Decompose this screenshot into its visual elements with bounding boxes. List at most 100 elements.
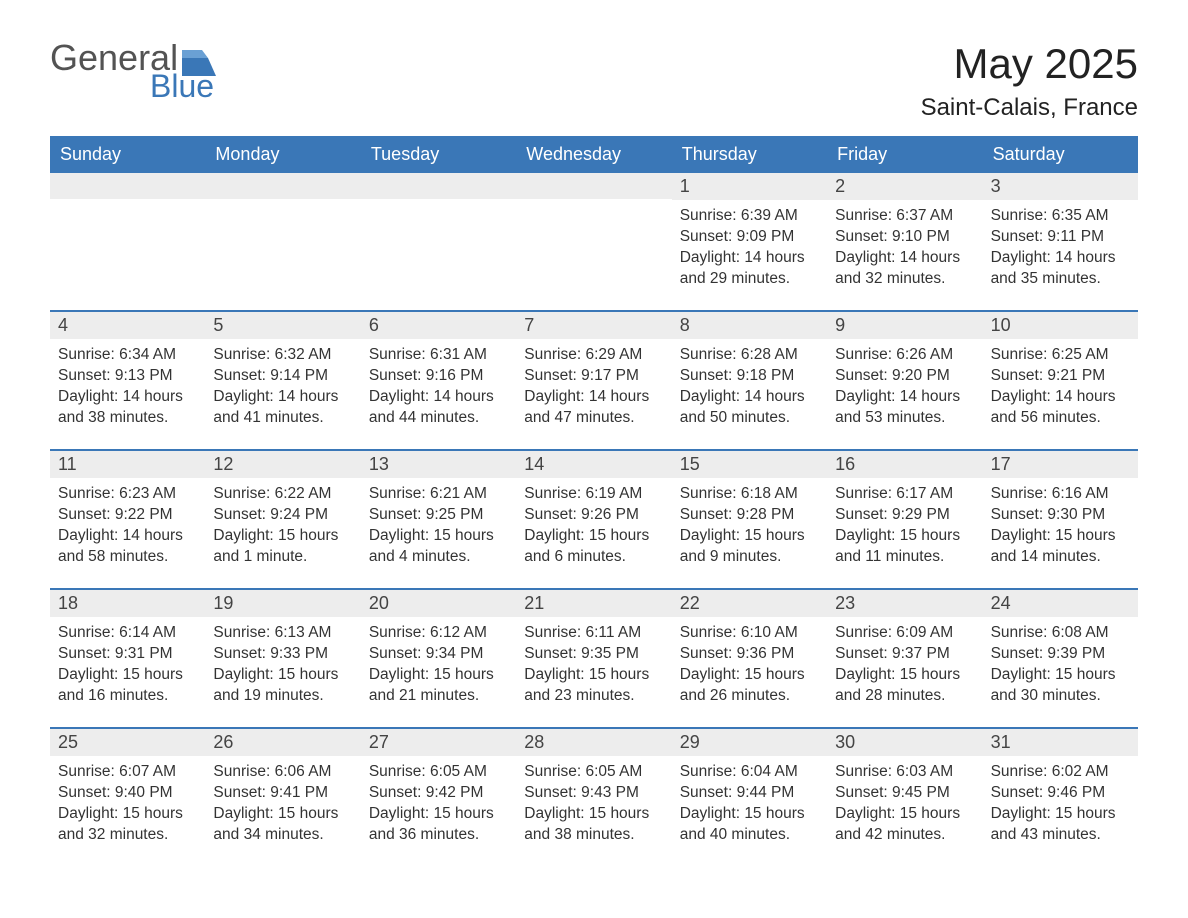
sunrise-line: Sunrise: 6:29 AM	[524, 345, 663, 366]
daylight-line-1: Daylight: 15 hours	[524, 804, 663, 825]
sunrise-line: Sunrise: 6:13 AM	[213, 623, 352, 644]
sunrise-line: Sunrise: 6:14 AM	[58, 623, 197, 644]
sunrise-line: Sunrise: 6:35 AM	[991, 206, 1130, 227]
day-number	[516, 173, 671, 199]
sunrise-line: Sunrise: 6:32 AM	[213, 345, 352, 366]
dayhead-tuesday: Tuesday	[361, 136, 516, 173]
daylight-line-1: Daylight: 15 hours	[369, 804, 508, 825]
day-number: 22	[672, 590, 827, 617]
sunset-line: Sunset: 9:21 PM	[991, 366, 1130, 387]
day-cell	[361, 173, 516, 296]
sunset-line: Sunset: 9:26 PM	[524, 505, 663, 526]
day-cell: 10Sunrise: 6:25 AMSunset: 9:21 PMDayligh…	[983, 312, 1138, 435]
day-number: 24	[983, 590, 1138, 617]
sunrise-line: Sunrise: 6:03 AM	[835, 762, 974, 783]
sunrise-line: Sunrise: 6:08 AM	[991, 623, 1130, 644]
day-body: Sunrise: 6:34 AMSunset: 9:13 PMDaylight:…	[50, 339, 205, 435]
daylight-line-2: and 23 minutes.	[524, 686, 663, 707]
daylight-line-2: and 28 minutes.	[835, 686, 974, 707]
day-number: 6	[361, 312, 516, 339]
sunset-line: Sunset: 9:34 PM	[369, 644, 508, 665]
day-number: 14	[516, 451, 671, 478]
daylight-line-2: and 11 minutes.	[835, 547, 974, 568]
day-body: Sunrise: 6:26 AMSunset: 9:20 PMDaylight:…	[827, 339, 982, 435]
dayhead-monday: Monday	[205, 136, 360, 173]
day-cell: 20Sunrise: 6:12 AMSunset: 9:34 PMDayligh…	[361, 590, 516, 713]
daylight-line-1: Daylight: 15 hours	[369, 665, 508, 686]
day-body: Sunrise: 6:09 AMSunset: 9:37 PMDaylight:…	[827, 617, 982, 713]
daylight-line-1: Daylight: 14 hours	[680, 387, 819, 408]
day-body	[205, 199, 360, 295]
day-body: Sunrise: 6:14 AMSunset: 9:31 PMDaylight:…	[50, 617, 205, 713]
sunset-line: Sunset: 9:20 PM	[835, 366, 974, 387]
day-cell: 13Sunrise: 6:21 AMSunset: 9:25 PMDayligh…	[361, 451, 516, 574]
weeks-container: 1Sunrise: 6:39 AMSunset: 9:09 PMDaylight…	[50, 173, 1138, 852]
day-cell: 22Sunrise: 6:10 AMSunset: 9:36 PMDayligh…	[672, 590, 827, 713]
day-number: 16	[827, 451, 982, 478]
sunset-line: Sunset: 9:43 PM	[524, 783, 663, 804]
day-body: Sunrise: 6:28 AMSunset: 9:18 PMDaylight:…	[672, 339, 827, 435]
day-number: 3	[983, 173, 1138, 200]
daylight-line-1: Daylight: 14 hours	[58, 387, 197, 408]
title-block: May 2025 Saint-Calais, France	[921, 40, 1138, 122]
sunrise-line: Sunrise: 6:22 AM	[213, 484, 352, 505]
sunrise-line: Sunrise: 6:23 AM	[58, 484, 197, 505]
day-cell: 12Sunrise: 6:22 AMSunset: 9:24 PMDayligh…	[205, 451, 360, 574]
daylight-line-2: and 16 minutes.	[58, 686, 197, 707]
day-number: 31	[983, 729, 1138, 756]
sunrise-line: Sunrise: 6:10 AM	[680, 623, 819, 644]
day-number: 23	[827, 590, 982, 617]
sunset-line: Sunset: 9:17 PM	[524, 366, 663, 387]
sunrise-line: Sunrise: 6:18 AM	[680, 484, 819, 505]
sunrise-line: Sunrise: 6:06 AM	[213, 762, 352, 783]
day-cell	[205, 173, 360, 296]
sunrise-line: Sunrise: 6:02 AM	[991, 762, 1130, 783]
sunset-line: Sunset: 9:36 PM	[680, 644, 819, 665]
sunrise-line: Sunrise: 6:09 AM	[835, 623, 974, 644]
week-row: 4Sunrise: 6:34 AMSunset: 9:13 PMDaylight…	[50, 310, 1138, 435]
daylight-line-1: Daylight: 14 hours	[58, 526, 197, 547]
sunset-line: Sunset: 9:14 PM	[213, 366, 352, 387]
dayhead-wednesday: Wednesday	[516, 136, 671, 173]
sunrise-line: Sunrise: 6:26 AM	[835, 345, 974, 366]
sunset-line: Sunset: 9:42 PM	[369, 783, 508, 804]
day-body: Sunrise: 6:18 AMSunset: 9:28 PMDaylight:…	[672, 478, 827, 574]
daylight-line-2: and 36 minutes.	[369, 825, 508, 846]
day-body	[361, 199, 516, 295]
day-number: 2	[827, 173, 982, 200]
day-number: 27	[361, 729, 516, 756]
sunset-line: Sunset: 9:39 PM	[991, 644, 1130, 665]
daylight-line-1: Daylight: 15 hours	[991, 665, 1130, 686]
day-cell: 3Sunrise: 6:35 AMSunset: 9:11 PMDaylight…	[983, 173, 1138, 296]
day-number: 15	[672, 451, 827, 478]
day-body: Sunrise: 6:04 AMSunset: 9:44 PMDaylight:…	[672, 756, 827, 852]
daylight-line-1: Daylight: 15 hours	[680, 526, 819, 547]
daylight-line-2: and 44 minutes.	[369, 408, 508, 429]
dayhead-saturday: Saturday	[983, 136, 1138, 173]
day-header-row: Sunday Monday Tuesday Wednesday Thursday…	[50, 136, 1138, 173]
day-body: Sunrise: 6:37 AMSunset: 9:10 PMDaylight:…	[827, 200, 982, 296]
sunrise-line: Sunrise: 6:11 AM	[524, 623, 663, 644]
dayhead-thursday: Thursday	[672, 136, 827, 173]
sunset-line: Sunset: 9:44 PM	[680, 783, 819, 804]
daylight-line-1: Daylight: 15 hours	[58, 804, 197, 825]
day-number: 13	[361, 451, 516, 478]
sunset-line: Sunset: 9:13 PM	[58, 366, 197, 387]
day-cell: 30Sunrise: 6:03 AMSunset: 9:45 PMDayligh…	[827, 729, 982, 852]
daylight-line-2: and 9 minutes.	[680, 547, 819, 568]
daylight-line-2: and 35 minutes.	[991, 269, 1130, 290]
daylight-line-1: Daylight: 14 hours	[680, 248, 819, 269]
page-header: General Blue May 2025 Saint-Calais, Fran…	[50, 40, 1138, 122]
sunrise-line: Sunrise: 6:17 AM	[835, 484, 974, 505]
day-number: 12	[205, 451, 360, 478]
daylight-line-2: and 30 minutes.	[991, 686, 1130, 707]
daylight-line-2: and 32 minutes.	[835, 269, 974, 290]
day-body: Sunrise: 6:19 AMSunset: 9:26 PMDaylight:…	[516, 478, 671, 574]
sunrise-line: Sunrise: 6:07 AM	[58, 762, 197, 783]
location-label: Saint-Calais, France	[921, 94, 1138, 122]
day-body: Sunrise: 6:13 AMSunset: 9:33 PMDaylight:…	[205, 617, 360, 713]
daylight-line-2: and 34 minutes.	[213, 825, 352, 846]
daylight-line-2: and 58 minutes.	[58, 547, 197, 568]
day-body: Sunrise: 6:11 AMSunset: 9:35 PMDaylight:…	[516, 617, 671, 713]
day-body: Sunrise: 6:22 AMSunset: 9:24 PMDaylight:…	[205, 478, 360, 574]
